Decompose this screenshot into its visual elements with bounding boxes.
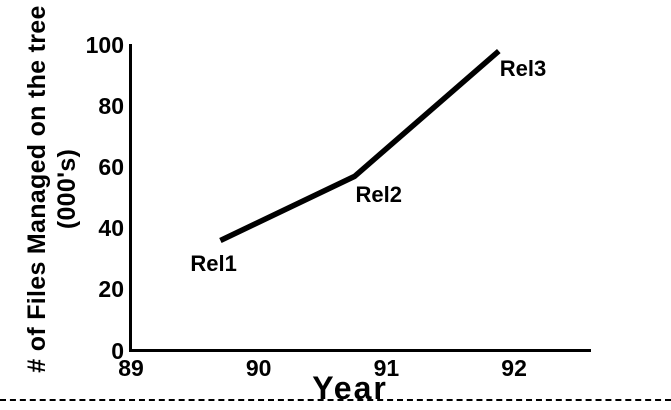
y-tick-label: 80 (98, 93, 124, 120)
page-separator-dashed-line (0, 399, 671, 401)
x-tick-label: 92 (501, 355, 527, 381)
y-tick-label: 0 (111, 337, 124, 364)
point-label-rel2: Rel2 (355, 182, 402, 208)
y-tick-label: 20 (98, 276, 124, 303)
x-tick-label: 90 (245, 355, 272, 381)
x-axis-title: Year (312, 370, 388, 406)
x-tick-label: 91 (373, 355, 400, 381)
x-tick-label: 89 (118, 355, 144, 381)
data-series-line (219, 49, 501, 243)
point-label-rel3: Rel3 (499, 56, 547, 82)
y-tick-label: 60 (98, 154, 124, 181)
y-tick-label: 100 (85, 32, 124, 58)
y-tick-label: 40 (98, 215, 124, 242)
point-label-rel1: Rel1 (190, 250, 237, 276)
